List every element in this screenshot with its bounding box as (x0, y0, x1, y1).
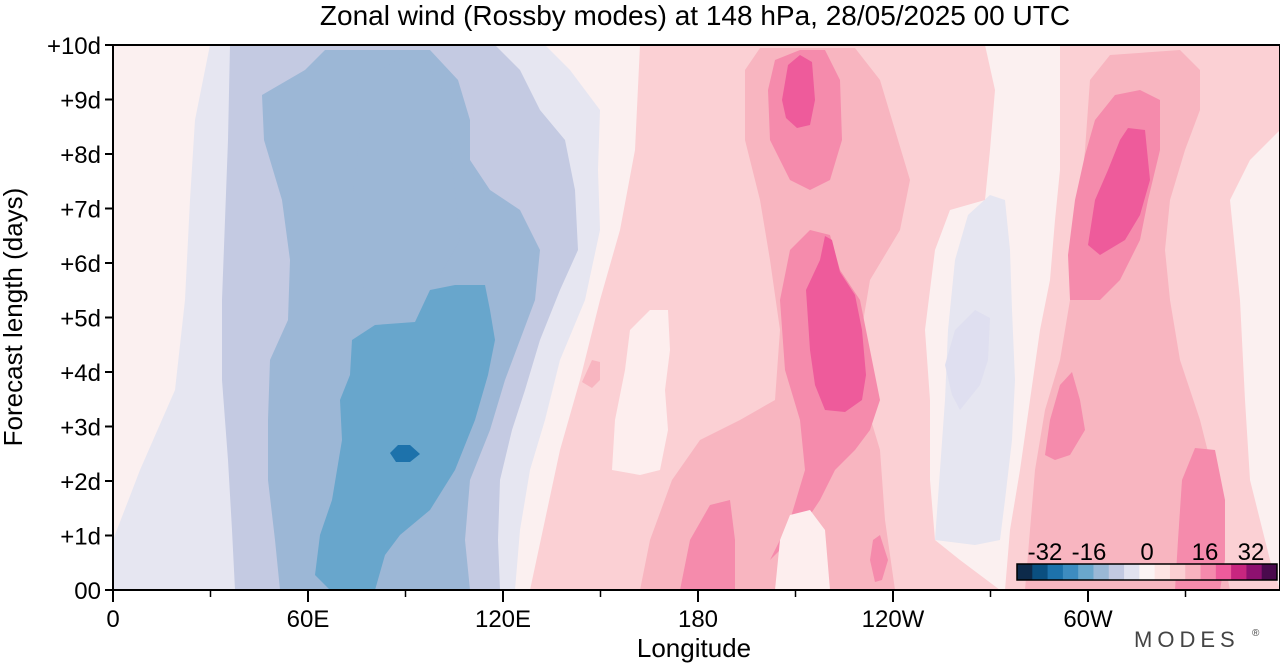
colorbar-swatch (1169, 564, 1186, 580)
weak-easterly-core (945, 310, 990, 410)
westerly-60W-level-3c (1175, 448, 1225, 590)
colorbar-swatch (1139, 564, 1156, 580)
easterly-level-5-core (390, 445, 420, 462)
modes-watermark: MODES (1134, 627, 1240, 652)
registered-icon: ® (1252, 628, 1260, 639)
colorbar-swatch (1032, 564, 1049, 580)
x-tick-label: 120E (475, 606, 531, 633)
x-tick-label: 60E (287, 606, 330, 633)
y-tick-label: +8d (60, 142, 101, 169)
colorbar-swatch (1185, 564, 1202, 580)
westerly-60W-core (1088, 128, 1150, 255)
westerly-180-level-3 (680, 500, 735, 590)
y-tick-label: +5d (60, 306, 101, 333)
colorbar-border (1016, 563, 1278, 581)
colorbar-swatch (1017, 564, 1033, 580)
easterly-level-3 (262, 50, 540, 590)
y-tick-label: +10d (47, 33, 101, 60)
colorbar-swatch (1261, 564, 1278, 580)
colorbar-swatch (1124, 564, 1140, 580)
westerly-180-small (870, 535, 888, 582)
easterly-level-4-upper (350, 58, 460, 290)
y-tick-label: +6d (60, 251, 101, 278)
y-tick-label: +3d (60, 415, 101, 442)
x-axis: 0 60E 120E 180 120W 60W (106, 590, 1187, 633)
colorbar-label: -16 (1072, 539, 1107, 566)
colorbar-swatch (1078, 564, 1094, 580)
colorbar-swatch (1246, 564, 1263, 580)
colorbar-swatch (1231, 564, 1247, 580)
y-axis: 00 +1d +2d +3d +4d +5d +6d +7d +8d +9d +10d (47, 33, 113, 605)
colorbar-swatch (1093, 564, 1110, 580)
colorbar-swatch (1215, 564, 1232, 580)
x-axis-label: Longitude (637, 633, 751, 663)
x-tick-label: 120W (862, 606, 925, 633)
colorbar-swatch (1200, 564, 1217, 580)
colorbar-swatch (1154, 564, 1171, 580)
wind-field (113, 45, 1280, 590)
colorbar-swatch (1108, 564, 1125, 580)
colorbar-swatch (1047, 564, 1064, 580)
westerly-60W-level-2 (1025, 50, 1230, 590)
colorbar-swatch (1062, 564, 1079, 580)
westerly-60W-level-3b (1045, 372, 1085, 460)
small-pink-spot (582, 360, 600, 388)
x-tick-label: 0 (106, 606, 119, 633)
westerly-180-core-lower (806, 236, 866, 412)
y-tick-label: 00 (74, 578, 101, 605)
y-tick-label: +4d (60, 360, 101, 387)
colorbar: -32 -16 0 16 32 (1016, 539, 1278, 581)
y-axis-label: Forecast length (days) (0, 188, 28, 447)
light-patch-bottom-180 (775, 510, 830, 590)
chart-title: Zonal wind (Rossby modes) at 148 hPa, 28… (320, 0, 1070, 31)
y-tick-label: +9d (60, 88, 101, 115)
y-tick-label: +7d (60, 197, 101, 224)
light-patch-180 (612, 310, 670, 475)
colorbar-label: -32 (1028, 539, 1063, 566)
colorbar-label: 32 (1238, 539, 1265, 566)
x-tick-label: 180 (678, 606, 718, 633)
westerly-180-core-upper (782, 55, 815, 128)
y-tick-label: +1d (60, 524, 101, 551)
easterly-level-4 (315, 285, 495, 590)
colorbar-label: 16 (1192, 539, 1219, 566)
x-tick-label: 60W (1063, 606, 1113, 633)
colorbar-label: 0 (1140, 539, 1153, 566)
y-tick-label: +2d (60, 469, 101, 496)
